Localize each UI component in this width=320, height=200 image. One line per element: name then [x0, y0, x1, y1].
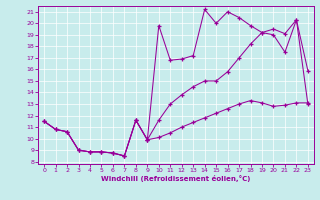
X-axis label: Windchill (Refroidissement éolien,°C): Windchill (Refroidissement éolien,°C)	[101, 175, 251, 182]
